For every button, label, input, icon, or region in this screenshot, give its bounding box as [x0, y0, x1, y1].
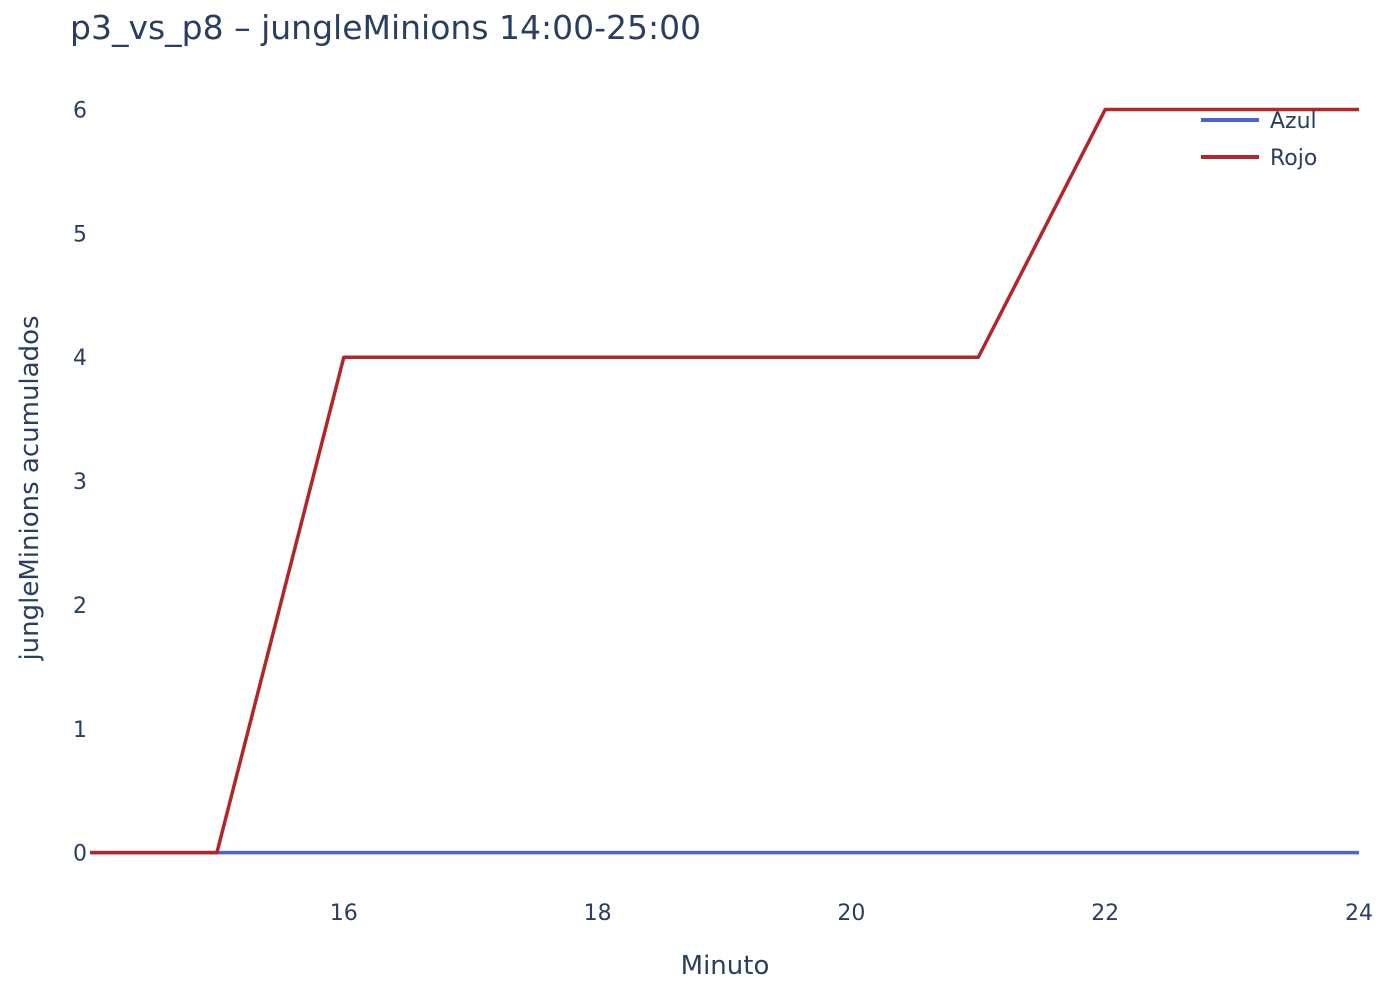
y-axis-title: jungleMinions acumulados: [15, 315, 45, 661]
legend-label-rojo[interactable]: Rojo: [1270, 146, 1317, 171]
y-tick-label: 3: [73, 470, 87, 495]
x-tick-label: 16: [330, 901, 358, 926]
x-tick-label: 20: [837, 901, 865, 926]
y-axis-ticks: 0 1 2 3 4 5 6: [73, 99, 87, 867]
chart-title: p3_vs_p8 – jungleMinions 14:00-25:00: [70, 8, 701, 47]
x-tick-label: 18: [584, 901, 612, 926]
x-axis-title: Minuto: [681, 951, 770, 981]
series-layer: [90, 107, 1359, 855]
legend[interactable]: Azul Rojo: [1201, 109, 1317, 171]
y-tick-label: 4: [73, 346, 87, 371]
y-tick-label: 6: [73, 99, 87, 124]
y-tick-label: 5: [73, 222, 87, 247]
legend-label-azul[interactable]: Azul: [1270, 109, 1317, 134]
y-tick-label: 0: [73, 842, 87, 867]
y-tick-label: 2: [73, 594, 87, 619]
series-line-rojo: [90, 107, 1359, 855]
x-tick-label: 22: [1091, 901, 1119, 926]
x-axis-ticks: 16 18 20 22 24: [330, 901, 1373, 926]
y-tick-label: 1: [73, 718, 87, 743]
x-tick-label: 24: [1345, 901, 1373, 926]
